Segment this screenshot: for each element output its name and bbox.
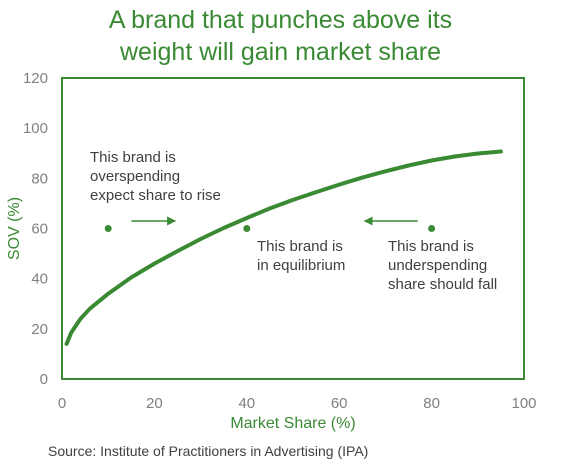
y-tick-label: 100: [23, 120, 48, 137]
annotation-line: share should fall: [388, 276, 497, 293]
x-tick-label: 40: [238, 395, 255, 412]
data-point: [428, 225, 436, 232]
chart-title-line-2: weight will gain market share: [120, 38, 441, 66]
data-point: [104, 225, 112, 232]
x-tick-label: 100: [511, 395, 536, 412]
annotation-line: This brand is: [257, 238, 343, 255]
annotation-equilibrium: This brand is in equilibrium: [257, 238, 345, 274]
x-tick-label: 60: [331, 395, 348, 412]
chart-title-line-1: A brand that punches above its: [108, 6, 453, 34]
y-tick-label: 60: [31, 221, 48, 238]
sov-curve: [64, 149, 503, 346]
data-point: [243, 225, 251, 232]
annotation-line: This brand is: [388, 238, 474, 255]
x-tick-label: 20: [146, 395, 163, 412]
y-tick-label: 120: [23, 70, 48, 87]
x-tick-label: 80: [423, 395, 440, 412]
plot-frame: [61, 77, 525, 380]
annotation-overspending: This brand is overspending expect share to…: [90, 149, 221, 204]
source-note: Source: Institute of Practitioners in Ad…: [48, 443, 369, 459]
y-tick-label: 0: [40, 371, 48, 388]
annotation-line: expect share to rise: [90, 187, 221, 204]
x-tick-label: 0: [58, 395, 66, 412]
annotation-line: underspending: [388, 257, 487, 274]
chart-title: A brand that punches above its weight wi…: [0, 4, 561, 68]
y-tick-label: 20: [31, 321, 48, 338]
annotation-line: overspending: [90, 168, 180, 185]
y-tick-label: 40: [31, 271, 48, 288]
y-axis-label: SOV (%): [6, 197, 23, 260]
annotation-line: in equilibrium: [257, 257, 345, 274]
y-tick-label: 80: [31, 170, 48, 187]
annotation-underspending: This brand is underspending share should f…: [388, 238, 497, 293]
annotation-line: This brand is: [90, 149, 176, 166]
x-axis-label: Market Share (%): [230, 415, 355, 432]
